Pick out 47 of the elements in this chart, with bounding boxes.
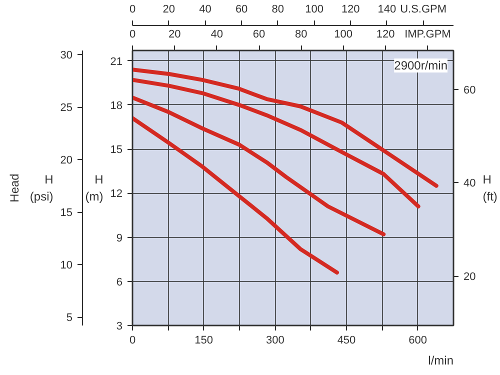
x2-tick-label: 100 [305, 4, 324, 16]
x-tick-label: 150 [194, 334, 214, 346]
line-series [132, 96, 386, 236]
y-tick-label: 9 [116, 232, 123, 244]
x2-tick-label: 0 [129, 4, 136, 16]
y3-axis-title: H (ft) [482, 172, 498, 204]
line-series [132, 78, 420, 208]
text: 80 [295, 28, 308, 40]
text: 60 [252, 28, 266, 40]
x2-tick-label: 120 [341, 4, 360, 16]
y-axis-title: H (m) [85, 172, 104, 204]
y3-tick-label: 20 [464, 271, 476, 284]
y2-tick-label: 10 [60, 260, 73, 272]
y2-tick-label: 25 [60, 102, 73, 114]
x-tick-label: 600 [408, 334, 428, 346]
y-tick-label: 18 [110, 100, 123, 112]
y2-tick-label: 5 [66, 312, 73, 324]
annotation: 2900r/min [394, 58, 448, 72]
x-tick-label: 300 [266, 334, 284, 346]
y3-tick-label: 60 [464, 84, 476, 96]
x2-tick-label: 20 [162, 4, 175, 16]
text: 20 [168, 28, 181, 40]
y-tick-label: 12 [110, 188, 123, 200]
text: 40 [210, 28, 223, 40]
x2-tick-label: 140 [378, 4, 396, 16]
y-tick-label: 21 [110, 56, 123, 68]
x2-tick-label: 80 [272, 4, 284, 16]
y-tick-label: 3 [116, 320, 123, 332]
text: IMP.GPM [404, 28, 451, 40]
text: 0 [129, 28, 136, 40]
x2-tick-label: 40 [199, 4, 212, 16]
y2-tick-label: 20 [60, 154, 73, 167]
text: Head [8, 174, 22, 202]
x-tick-label: 450 [337, 334, 356, 346]
y-tick-label: 15 [110, 144, 123, 156]
x2-tick-label: U.S.GPM [400, 4, 447, 16]
y2-tick-label: 15 [60, 207, 73, 220]
x2-tick-label: 60 [235, 4, 248, 16]
line-series [132, 116, 339, 275]
text: 120 [376, 28, 395, 40]
x-tick-label: 0 [129, 334, 136, 346]
y-tick-label: 6 [116, 276, 123, 288]
x-axis-title: l/min [428, 354, 454, 368]
y2-axis-title: H (psi) [30, 172, 54, 204]
y2-tick-label: 30 [60, 50, 73, 62]
y3-tick-label: 40 [464, 178, 476, 190]
text: 100 [334, 28, 353, 40]
